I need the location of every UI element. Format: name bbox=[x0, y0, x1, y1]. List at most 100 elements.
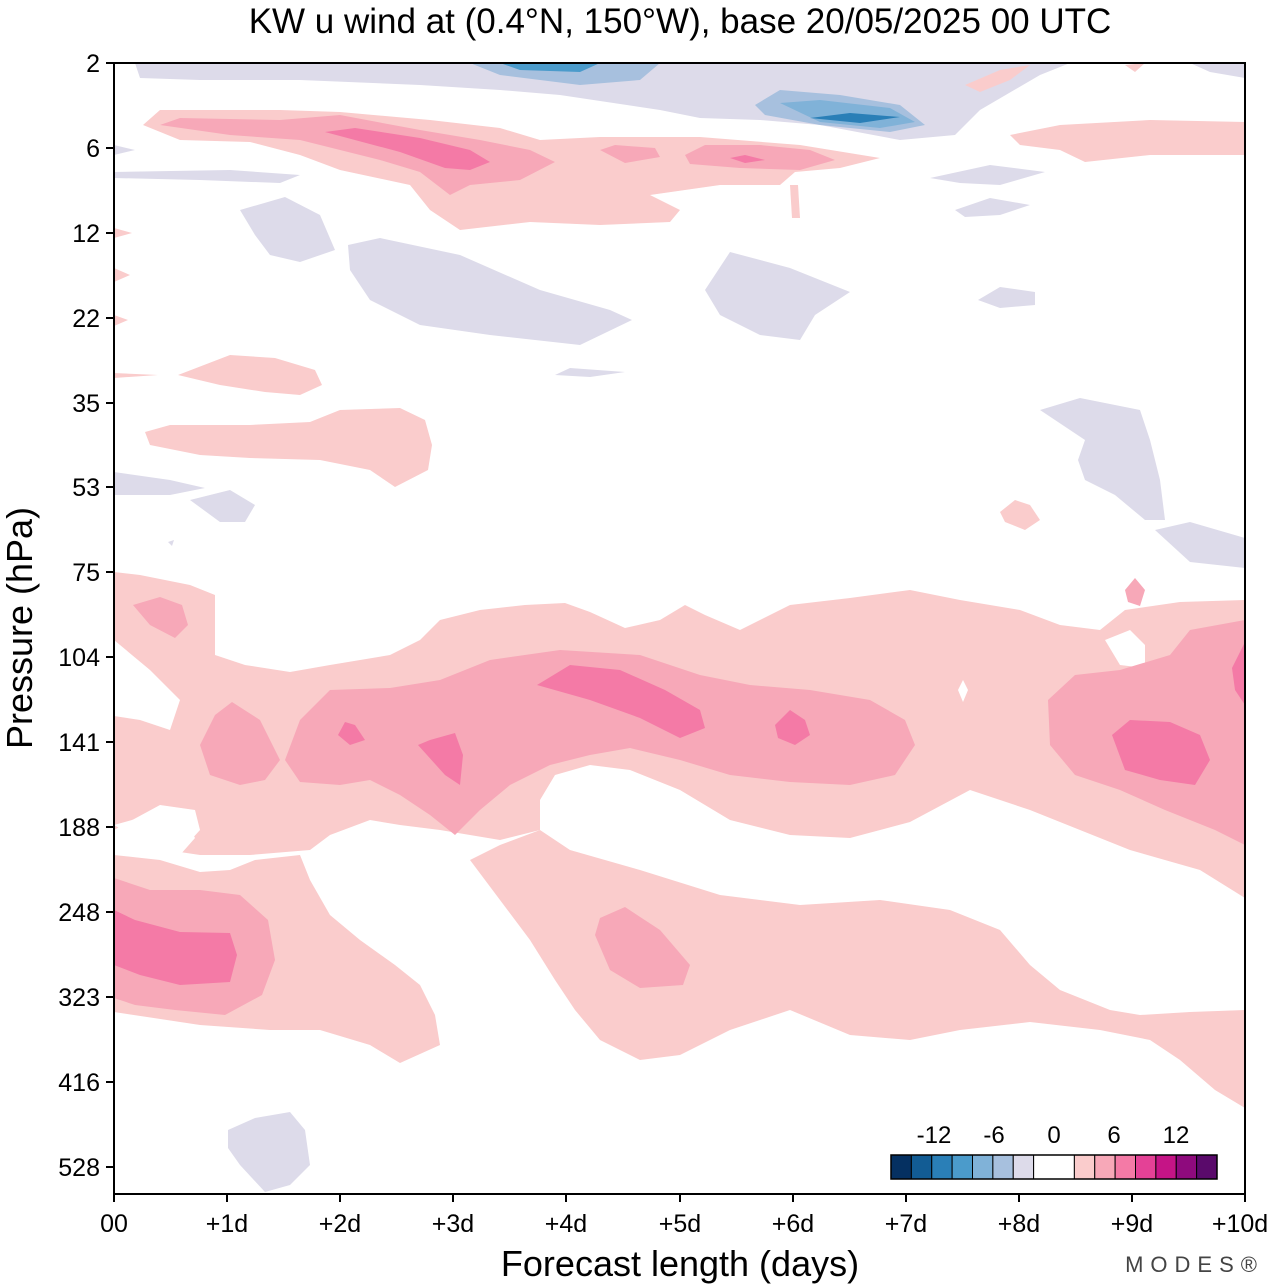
contour-pos-2-40hpa bbox=[145, 408, 432, 487]
contour-pos-6-strat-band bbox=[325, 128, 490, 170]
contour-pos-6-left-280 bbox=[114, 910, 237, 985]
contour-neg-2-top-right bbox=[1190, 63, 1245, 78]
x-tick-label: 00 bbox=[100, 1210, 128, 1238]
contour-pos-6-day3 bbox=[418, 733, 463, 785]
contour-neg-2-bottom bbox=[228, 1112, 310, 1192]
y-tick-label: 75 bbox=[72, 559, 100, 587]
brand-logo: MODES® bbox=[1125, 1252, 1264, 1277]
contour-neg-10-day6 bbox=[810, 113, 900, 123]
contour-neg-2-right-70 bbox=[1155, 522, 1245, 568]
colorbar-swatch bbox=[890, 1154, 912, 1180]
x-axis: 00 +1d +2d +3d +4d +5d +6d +7d +8d +9d +… bbox=[100, 1194, 1268, 1238]
chart-title: KW u wind at (0.4°N, 150°W), base 20/05/… bbox=[249, 2, 1112, 41]
colorbar-tick-label: 0 bbox=[1047, 1122, 1060, 1149]
y-tick-label: 188 bbox=[58, 814, 100, 842]
y-tick-label: 416 bbox=[58, 1069, 100, 1097]
x-tick-label: +4d bbox=[545, 1210, 587, 1238]
contour-pos-6-right-edge bbox=[1232, 642, 1245, 705]
contour-pos-4-day5-6 bbox=[685, 145, 835, 170]
y-tick-label: 248 bbox=[58, 899, 100, 927]
contour-neg-2-strip-8 bbox=[114, 170, 300, 183]
contour-pos-2-top-right-a bbox=[965, 65, 1030, 92]
contour-fills bbox=[114, 63, 1245, 1192]
colorbar-swatch bbox=[931, 1154, 953, 1180]
contour-white-hole-day9 bbox=[1105, 630, 1145, 668]
contour-pos-6-day2 bbox=[338, 722, 365, 745]
colorbar-swatch bbox=[951, 1154, 973, 1180]
y-tick-label: 323 bbox=[58, 984, 100, 1012]
contour-pos-2-left-22 bbox=[114, 315, 128, 326]
contour-pos-4-day9-75 bbox=[1125, 578, 1145, 606]
colorbar-swatch bbox=[992, 1154, 1014, 1180]
y-axis: 2 6 12 22 35 53 75 104 141 188 248 323 4… bbox=[58, 50, 114, 1182]
contour-pos-2-day6-spike bbox=[790, 185, 800, 218]
contour-pos-2-left-16 bbox=[114, 268, 130, 282]
contour-neg-2-blob-18 bbox=[348, 238, 632, 345]
contour-pos-6-day5-6 bbox=[730, 155, 765, 163]
contour-pos-2-30hpa bbox=[178, 355, 322, 395]
plot-area: 2 6 12 22 35 53 75 104 141 188 248 323 4… bbox=[58, 50, 1268, 1238]
colorbar-swatch bbox=[910, 1154, 933, 1180]
colorbar-swatch bbox=[1155, 1154, 1177, 1180]
contour-pos-4-strat-band bbox=[160, 115, 555, 195]
contour-pos-4-day1 bbox=[200, 702, 280, 785]
colorbar-swatch bbox=[1135, 1154, 1157, 1180]
colorbar-tick-label: 6 bbox=[1107, 1122, 1120, 1149]
colorbar-swatches bbox=[890, 1154, 1218, 1180]
colorbar-tick-label: -6 bbox=[983, 1122, 1004, 1149]
contour-neg-2-left-53 bbox=[114, 472, 205, 495]
x-tick-label: +5d bbox=[659, 1210, 701, 1238]
contour-neg-2-left-6 bbox=[114, 145, 135, 155]
colorbar-swatch bbox=[1196, 1154, 1218, 1180]
x-tick-label: +7d bbox=[885, 1210, 927, 1238]
y-tick-label: 6 bbox=[86, 135, 100, 163]
y-tick-label: 2 bbox=[86, 50, 100, 78]
colorbar-swatch bbox=[1073, 1154, 1096, 1180]
contour-pos-2-left-12 bbox=[114, 228, 132, 238]
colorbar-swatch bbox=[1033, 1154, 1075, 1180]
y-tick-label: 528 bbox=[58, 1154, 100, 1182]
contour-pos-4-day4-6 bbox=[600, 145, 660, 163]
contour-white-hole-left-188 bbox=[114, 815, 195, 855]
contour-neg-2-blob-12 bbox=[240, 197, 335, 262]
contour-pos-4-left-85 bbox=[133, 597, 188, 638]
contour-neg-2-day8-8 bbox=[930, 165, 1045, 185]
contour-pos-2-day8-60 bbox=[1000, 500, 1040, 530]
colorbar-tick-label: 12 bbox=[1163, 1122, 1190, 1149]
x-tick-label: +1d bbox=[206, 1210, 248, 1238]
contour-pos-2-right-6 bbox=[1010, 120, 1245, 162]
contour-pos-4-day4-280 bbox=[595, 907, 690, 988]
colorbar-swatch bbox=[1012, 1154, 1035, 1180]
colorbar: -12 -6 0 6 12 bbox=[890, 1122, 1218, 1180]
colorbar-swatch bbox=[1175, 1154, 1198, 1180]
contour-pos-2-trop-band-mid bbox=[470, 830, 1245, 1108]
x-tick-label: +3d bbox=[432, 1210, 474, 1238]
contour-pos-2-top-right-b bbox=[1125, 63, 1145, 72]
x-tick-label: +10d bbox=[1212, 1210, 1268, 1238]
contour-neg-2-day8-10 bbox=[955, 198, 1030, 217]
x-tick-label: +6d bbox=[772, 1210, 814, 1238]
y-tick-label: 12 bbox=[72, 220, 100, 248]
x-axis-label: Forecast length (days) bbox=[501, 1243, 859, 1284]
contour-neg-2-blob-day5 bbox=[705, 252, 850, 340]
contour-neg-10-top bbox=[500, 63, 600, 72]
colorbar-swatch bbox=[1094, 1154, 1116, 1180]
contour-neg-2-left-60 bbox=[190, 490, 255, 522]
contour-neg-2-day9-40 bbox=[1040, 398, 1165, 520]
x-tick-label: +8d bbox=[998, 1210, 1040, 1238]
contour-pos-6-day9 bbox=[1112, 720, 1210, 785]
y-tick-label: 141 bbox=[58, 729, 100, 757]
contour-neg-2-day8-20 bbox=[978, 287, 1035, 308]
contour-pos-4-day2-6 bbox=[285, 650, 915, 835]
colorbar-frame bbox=[890, 1154, 1218, 1180]
x-tick-label: +2d bbox=[319, 1210, 361, 1238]
y-tick-label: 35 bbox=[72, 390, 100, 418]
y-tick-label: 53 bbox=[72, 474, 100, 502]
y-tick-label: 104 bbox=[58, 644, 100, 672]
x-tick-label: +9d bbox=[1111, 1210, 1153, 1238]
colorbar-tick-label: -12 bbox=[917, 1122, 952, 1149]
colorbar-swatch bbox=[1114, 1154, 1136, 1180]
contour-neg-2-left-70 bbox=[168, 540, 174, 546]
contour-neg-2-day3-30 bbox=[555, 368, 625, 377]
